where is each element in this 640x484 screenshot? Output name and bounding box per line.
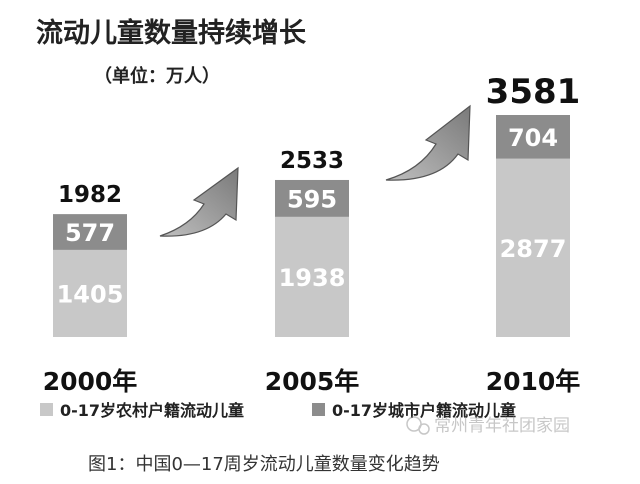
- chart-title: 流动儿童数量持续增长: [36, 17, 307, 49]
- growth-arrows: [159, 104, 471, 237]
- x-tick-label-0: 2000年: [43, 367, 138, 396]
- legend-label-rural: 0-17岁农村户籍流动儿童: [60, 401, 244, 420]
- bars-group: 1405 577 1982 1938 595 2533 2877 704 3581: [53, 72, 580, 337]
- bar-rural-0: [53, 249, 127, 337]
- x-tick-label-2: 2010年: [486, 367, 581, 396]
- data-label-rural-2: 2877: [500, 235, 567, 263]
- total-label-1: 2533: [280, 148, 344, 174]
- growth-arrow-1: [159, 166, 239, 237]
- bar-urban-2: [496, 115, 570, 159]
- bar-rural-2: [496, 158, 570, 337]
- total-label-0: 1982: [58, 182, 122, 208]
- legend-label-urban: 0-17岁城市户籍流动儿童: [332, 401, 516, 420]
- x-axis-labels: 2000年 2005年 2010年: [43, 367, 581, 396]
- total-label-2: 3581: [486, 72, 581, 112]
- bar-urban-0: [53, 214, 127, 250]
- data-label-urban-1: 595: [287, 185, 337, 213]
- bar-rural-1: [275, 216, 349, 337]
- watermark: 常州青年社团家园: [406, 416, 570, 436]
- growth-arrow-2: [385, 104, 471, 181]
- watermark-text: 常州青年社团家园: [434, 416, 570, 436]
- legend-swatch-urban: [312, 403, 325, 416]
- wechat-icon-small: [418, 423, 430, 435]
- legend-swatch-rural: [40, 403, 53, 416]
- figure-caption: 图1：中国0—17周岁流动儿童数量变化趋势: [88, 454, 440, 475]
- chart-subtitle: （单位：万人）: [94, 65, 220, 87]
- wechat-icon: [406, 416, 422, 432]
- data-label-rural-0: 1405: [57, 280, 124, 308]
- data-label-urban-0: 577: [65, 219, 115, 247]
- data-label-urban-2: 704: [508, 124, 558, 152]
- x-tick-label-1: 2005年: [265, 367, 360, 396]
- bar-urban-1: [275, 179, 349, 217]
- data-label-rural-1: 1938: [279, 264, 346, 292]
